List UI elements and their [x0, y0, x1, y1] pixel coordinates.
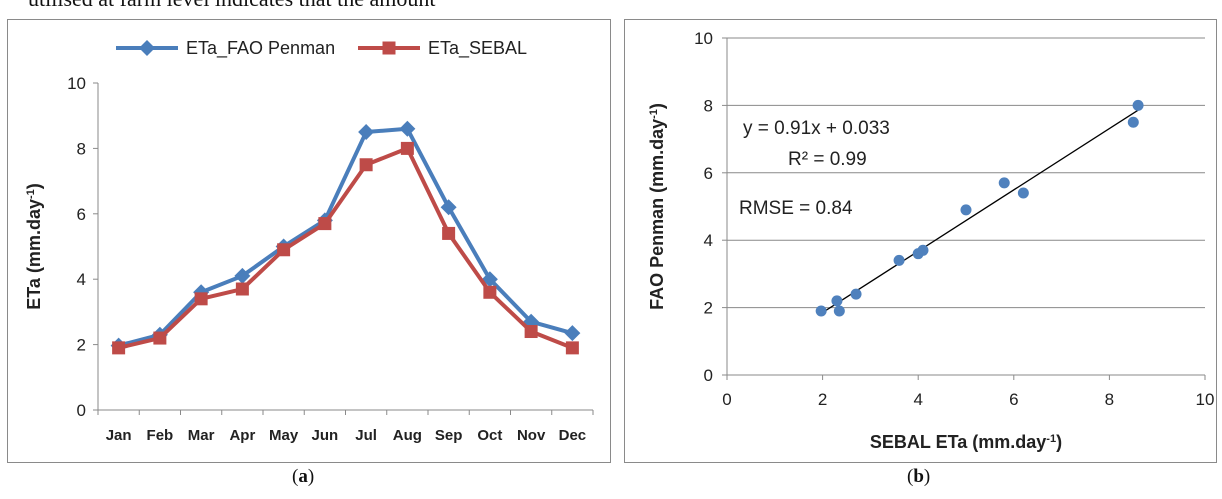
data-point-sebal	[359, 158, 373, 172]
rmse-label: RMSE = 0.84	[739, 198, 853, 219]
data-point-sebal	[194, 292, 208, 306]
legend-marker	[382, 41, 396, 55]
data-point-fao-penman	[234, 267, 251, 284]
x-tick-label: 8	[1105, 390, 1114, 409]
x-tick-label: Jan	[106, 427, 132, 444]
data-point	[831, 295, 843, 307]
x-tick-label: Oct	[477, 427, 502, 444]
x-tick-label: 2	[818, 390, 827, 409]
data-point	[960, 204, 972, 216]
x-tick-label: Jul	[355, 427, 377, 444]
data-point-sebal	[442, 226, 456, 240]
legend-label: ETa_SEBAL	[428, 38, 527, 59]
x-tick-label: Apr	[229, 427, 255, 444]
body-text-fragment: utilised at farm level indicates that th…	[28, 0, 435, 12]
legend: ETa_FAO Penman ETa_SEBAL	[116, 38, 527, 59]
line-chart: 0 2 4 6 8 10 Jan Feb Mar Apr May Jun Jul Aug Sep Oct Nov…	[24, 38, 594, 444]
data-point	[1132, 99, 1144, 111]
legend-marker	[139, 40, 155, 56]
data-point-sebal	[112, 341, 126, 355]
x-tick-label: Sep	[435, 427, 463, 444]
y-tick-label: 6	[77, 205, 86, 224]
series-line-fao-penman	[118, 126, 573, 348]
x-tick-label: 6	[1009, 390, 1018, 409]
x-tick-label: Feb	[147, 427, 174, 444]
data-point-sebal	[400, 141, 414, 155]
data-point	[998, 177, 1010, 189]
x-tick-label: Mar	[188, 427, 215, 444]
y-tick-label: 8	[77, 139, 86, 158]
data-point-fao-penman	[564, 325, 581, 342]
data-point-sebal	[483, 285, 497, 299]
scatter-chart: 0 2 4 6 8 10 0 2 4 6 8 10 SEBAL ETa (mm.day-1) FAO Pe…	[647, 29, 1215, 452]
y-tick-label: 0	[77, 401, 86, 420]
caption-b: (b)	[907, 466, 931, 487]
series-line-sebal	[118, 146, 574, 350]
chart-panel-a: 0 2 4 6 8 10 Jan Feb Mar Apr May Jun Jul Aug Sep Oct Nov…	[7, 19, 611, 463]
data-point-fao-penman	[399, 120, 416, 137]
data-point-sebal	[235, 282, 249, 296]
caption-a: (a)	[292, 466, 315, 487]
x-axis-label: SEBAL ETa (mm.day-1)	[870, 432, 1062, 452]
r-squared-label: R² = 0.99	[788, 149, 867, 170]
chart-panel-b: 0 2 4 6 8 10 0 2 4 6 8 10 SEBAL ETa (mm.day-1) FAO Pe…	[624, 19, 1217, 463]
data-point	[1127, 116, 1139, 128]
y-axis-label: FAO Penman (mm.day-1)	[647, 103, 667, 310]
data-point-fao-penman	[440, 199, 457, 216]
x-tick-label: Jun	[312, 427, 339, 444]
data-point	[917, 244, 929, 256]
data-point	[815, 305, 827, 317]
equation-label: y = 0.91x + 0.033	[743, 118, 890, 139]
x-tick-label: 4	[913, 390, 922, 409]
y-tick-label: 0	[704, 366, 713, 385]
y-tick-label: 8	[704, 96, 713, 115]
x-tick-label: 10	[1196, 390, 1215, 409]
data-point-sebal	[565, 341, 579, 355]
data-point-sebal	[277, 243, 291, 257]
data-point	[833, 305, 845, 317]
data-point	[1017, 187, 1029, 199]
y-tick-label: 4	[77, 270, 86, 289]
data-point	[850, 288, 862, 300]
data-point-fao-penman	[358, 124, 375, 141]
y-tick-label: 2	[704, 299, 713, 318]
x-tick-label: 0	[722, 390, 731, 409]
x-tick-label: Nov	[517, 427, 546, 444]
data-point-sebal	[524, 325, 538, 339]
x-tick-label: Aug	[393, 427, 422, 444]
x-tick-label: May	[269, 427, 299, 444]
y-axis-label: ETa (mm.day-1)	[24, 183, 44, 309]
data-point	[893, 254, 905, 266]
x-tick-label: Dec	[559, 427, 587, 444]
y-tick-label: 4	[704, 231, 713, 250]
y-tick-label: 10	[67, 74, 86, 93]
y-tick-label: 6	[704, 164, 713, 183]
data-point-sebal	[153, 331, 167, 345]
y-tick-label: 2	[77, 336, 86, 355]
legend-label: ETa_FAO Penman	[186, 38, 335, 59]
data-point-sebal	[318, 217, 332, 231]
y-tick-label: 10	[694, 29, 713, 48]
trendline	[820, 109, 1139, 315]
